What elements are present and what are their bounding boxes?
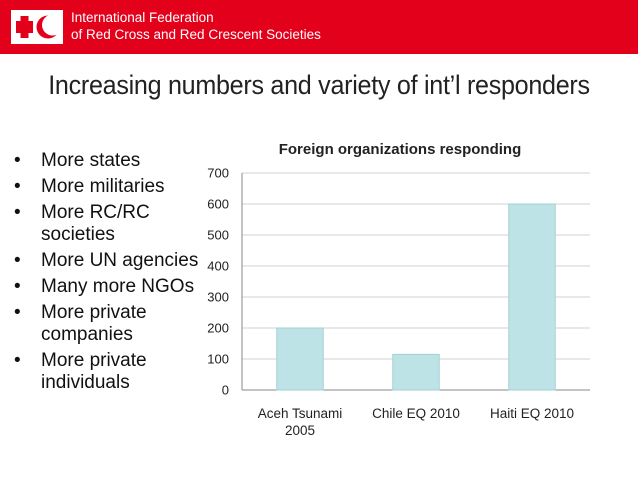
bar (508, 203, 556, 391)
bullet-item: More militaries (14, 176, 199, 198)
y-tick-label: 200 (207, 321, 229, 336)
bullet-item: Many more NGOs (14, 276, 199, 298)
x-tick-label: Aceh Tsunami (258, 406, 343, 421)
bullet-item: More UN agencies (14, 250, 199, 272)
bullet-item: More states (14, 150, 199, 172)
org-name-line-1: International Federation (71, 10, 214, 25)
x-tick-label: Chile EQ 2010 (372, 406, 460, 421)
y-tick-label: 600 (207, 197, 229, 212)
y-tick-label: 300 (207, 290, 229, 305)
y-tick-label: 100 (207, 352, 229, 367)
y-tick-label: 400 (207, 259, 229, 274)
y-tick-label: 500 (207, 228, 229, 243)
x-tick-label: Haiti EQ 2010 (490, 406, 574, 421)
bar (392, 353, 440, 391)
bar (276, 327, 324, 391)
slide-title: Increasing numbers and variety of int’l … (48, 70, 590, 100)
bullet-item: More RC/RC societies (14, 202, 199, 246)
y-tick-label: 0 (222, 383, 229, 398)
header-bar: International Federation of Red Cross an… (0, 0, 638, 54)
bullet-item: More private companies (14, 302, 199, 346)
y-tick-label: 700 (207, 166, 229, 181)
org-name-line-2: of Red Cross and Red Crescent Societies (71, 27, 321, 42)
bullet-list: More states More militaries More RC/RC soc… (14, 150, 199, 398)
organization-name: International Federation of Red Cross an… (71, 9, 321, 43)
red-cross-and-red-crescent-logo-icon (11, 10, 63, 44)
x-tick-label: 2005 (285, 423, 315, 438)
bullet-item: More private individuals (14, 350, 199, 394)
chart-title: Foreign organizations responding (279, 141, 522, 158)
